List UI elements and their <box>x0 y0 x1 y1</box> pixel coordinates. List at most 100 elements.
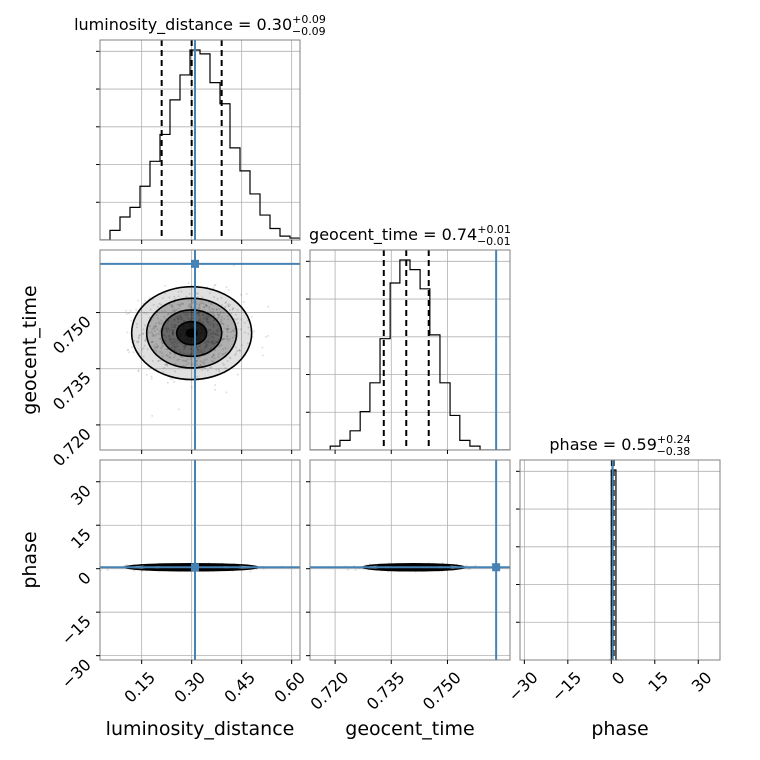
sample-point <box>236 321 239 324</box>
sample-point <box>216 317 219 320</box>
sample-point <box>226 324 229 327</box>
sample-point <box>222 337 225 340</box>
sample-point <box>201 369 204 372</box>
sample-point <box>157 332 160 335</box>
sample-point <box>212 310 215 313</box>
sample-point <box>169 378 172 381</box>
sample-point <box>151 414 154 417</box>
sample-point <box>197 357 200 360</box>
sample-point <box>208 333 211 336</box>
sample-point <box>164 363 167 366</box>
sample-point <box>210 302 213 305</box>
sample-point <box>170 346 173 349</box>
sample-point <box>190 314 193 317</box>
sample-point <box>224 306 227 309</box>
sample-point <box>130 319 133 322</box>
sample-point <box>174 348 177 351</box>
sample-point <box>128 351 131 354</box>
sample-point <box>185 314 188 317</box>
sample-point <box>180 318 183 321</box>
sample-point <box>231 329 234 332</box>
sample-point <box>173 343 176 346</box>
sample-point <box>126 349 129 352</box>
sample-point <box>127 348 130 351</box>
sample-point <box>234 313 237 316</box>
y-tick-label-geocent_time: 0.720 <box>49 424 95 470</box>
sample-point <box>151 359 154 362</box>
sample-point <box>189 305 192 308</box>
sample-point <box>195 346 198 349</box>
sample-point <box>164 292 167 295</box>
sample-point <box>165 363 168 366</box>
sample-point <box>177 321 180 324</box>
density-geocent_time_vs_luminosity_distance <box>125 264 270 417</box>
sample-point <box>182 311 185 314</box>
sample-point <box>153 330 156 333</box>
sample-point <box>138 334 141 337</box>
sample-point <box>187 305 190 308</box>
sample-point <box>145 312 148 315</box>
sample-point <box>217 313 220 316</box>
sample-point <box>217 314 220 317</box>
sample-point <box>218 352 221 355</box>
title-phase: phase = 0.59+0.24 −0.38 <box>549 433 690 458</box>
sample-point <box>191 311 194 314</box>
sample-point <box>153 334 156 337</box>
sample-point <box>214 333 217 336</box>
sample-point <box>207 341 210 344</box>
sample-point <box>221 338 224 341</box>
sample-point <box>171 332 174 335</box>
sample-point <box>177 295 180 298</box>
sample-point <box>186 313 189 316</box>
sample-point <box>187 353 190 356</box>
sample-point <box>190 352 193 355</box>
sample-point <box>225 391 228 394</box>
sample-point <box>226 335 229 338</box>
sample-point <box>170 305 173 308</box>
y-tick-label-phase: −30 <box>58 655 95 692</box>
sample-point <box>216 341 219 344</box>
sample-point <box>143 324 146 327</box>
sample-point <box>144 299 147 302</box>
title-value-geocent_time: geocent_time = 0.74 <box>309 225 477 245</box>
sample-point <box>180 290 183 293</box>
sample-point <box>191 352 194 355</box>
sample-point <box>167 328 170 331</box>
sample-point <box>163 366 166 369</box>
sample-point <box>206 343 209 346</box>
x-tick-label-phase: −15 <box>548 668 585 705</box>
sample-point <box>170 303 173 306</box>
sample-point <box>236 350 239 353</box>
sample-point <box>235 346 238 349</box>
sample-point <box>168 335 171 338</box>
sample-point <box>187 282 190 285</box>
sample-point <box>161 352 164 355</box>
sample-point <box>171 333 174 336</box>
sample-point <box>347 568 350 571</box>
sample-point <box>123 564 126 567</box>
sample-point <box>151 333 154 336</box>
sample-point <box>226 328 229 331</box>
sample-point <box>221 362 224 365</box>
sample-point <box>226 335 229 338</box>
sample-point <box>137 336 140 339</box>
truth-marker-phase_vs_geocent_time <box>492 563 501 572</box>
sample-point <box>144 338 147 341</box>
sample-point <box>185 360 188 363</box>
sample-point <box>148 316 151 319</box>
sample-point <box>143 312 146 315</box>
sample-point <box>214 340 217 343</box>
y-axis-label-phase: phase <box>19 531 41 588</box>
sample-point <box>209 328 212 331</box>
sample-point <box>196 351 199 354</box>
sample-point <box>224 302 227 305</box>
sample-point <box>216 298 219 301</box>
sample-point <box>236 317 239 320</box>
sample-point <box>180 303 183 306</box>
sample-point <box>183 346 186 349</box>
sample-point <box>199 302 202 305</box>
sample-point <box>217 329 220 332</box>
sample-point <box>219 312 222 315</box>
sample-point <box>203 349 206 352</box>
sample-point <box>152 303 155 306</box>
